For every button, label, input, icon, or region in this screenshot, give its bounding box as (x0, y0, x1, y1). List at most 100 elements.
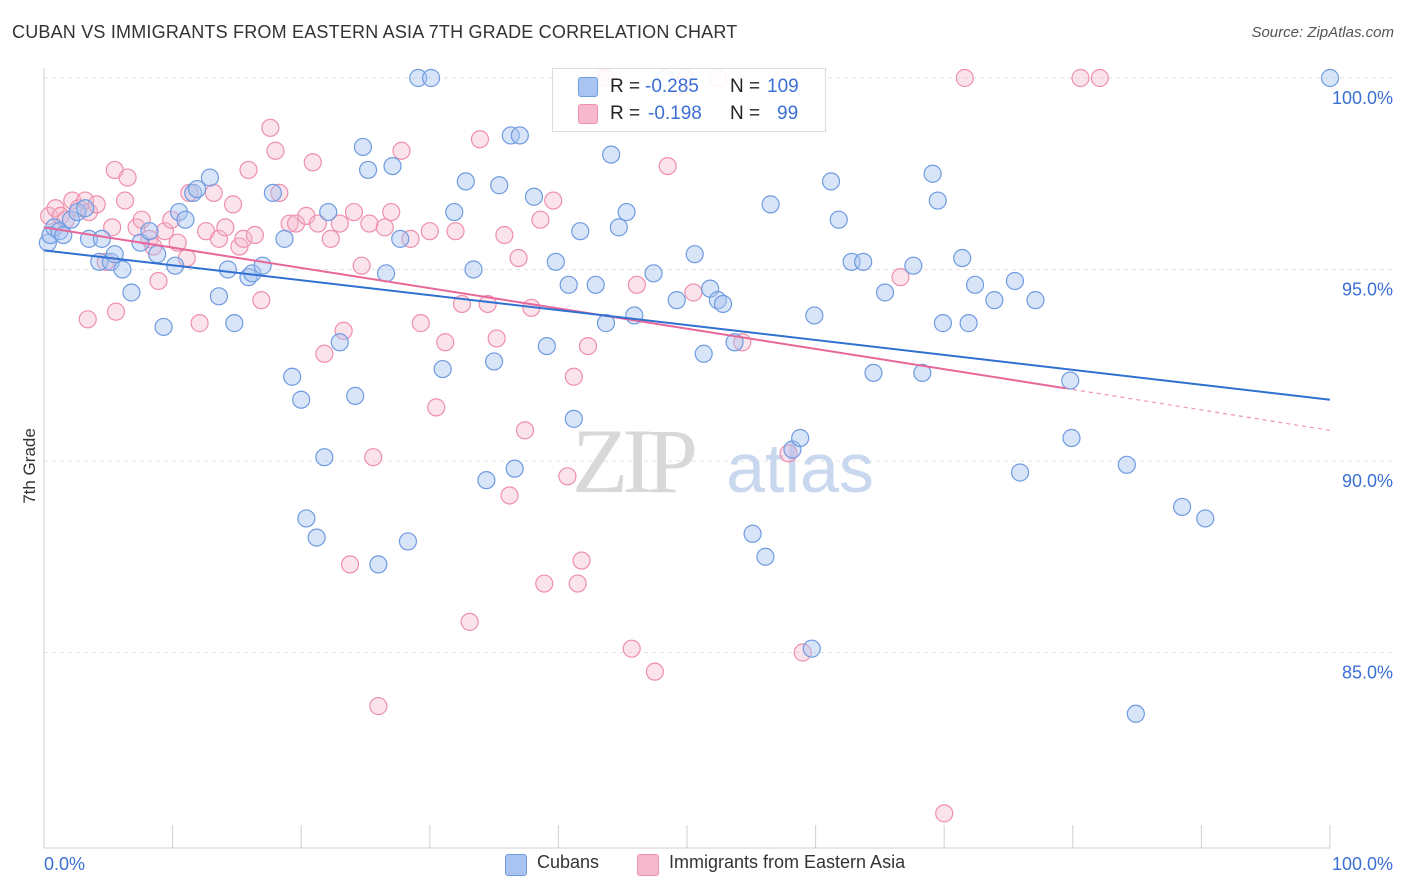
source-label: Source: ZipAtlas.com (1251, 24, 1394, 41)
cubans-point-39 (330, 333, 349, 352)
cubans-point-109 (1126, 704, 1145, 723)
cubans-point-76 (694, 344, 713, 363)
cubans-point-49 (421, 68, 441, 88)
cubans-point-112 (1320, 68, 1340, 88)
y-axis-label: 7th Grade (20, 428, 39, 504)
eastern-asia-point-84 (622, 639, 641, 658)
eastern-asia-point-53 (364, 448, 383, 467)
legend-r-label: R = (610, 103, 641, 124)
cubans-point-16 (148, 245, 167, 264)
cubans-point-25 (209, 287, 228, 306)
eastern-asia-point-39 (270, 183, 289, 202)
cubans-point-106 (1061, 371, 1080, 390)
cubans-point-96 (923, 164, 942, 183)
y-tick-label-2: 90.0% (1342, 471, 1393, 491)
eastern-asia-points (40, 68, 1109, 823)
cubans-point-98 (933, 314, 953, 333)
eastern-asia-point-30 (216, 218, 235, 237)
cubans-point-59 (510, 126, 529, 145)
cubans-point-43 (369, 555, 388, 574)
cubans-point-103 (1005, 271, 1025, 291)
eastern-asia-point-46 (321, 229, 340, 248)
legend-n-label: N = (730, 103, 761, 124)
eastern-asia-point-80 (572, 551, 591, 570)
cubans-point-75 (685, 245, 704, 264)
legend-n-value: 99 (777, 103, 799, 124)
eastern-asia-point-81 (578, 337, 598, 356)
cubans-point-72 (644, 264, 663, 283)
eastern-asia-point-77 (558, 467, 577, 486)
legend-r-value: -0.198 (648, 103, 702, 124)
watermark-atlas: atlas (726, 429, 874, 507)
eastern-asia-point-47 (330, 214, 349, 233)
cubans-points (38, 68, 1340, 723)
eastern-asia-point-67 (478, 294, 497, 314)
bottom-legend-label-eastern-asia: Immigrants from Eastern Asia (669, 852, 906, 872)
cubans-point-41 (353, 137, 373, 157)
cubans-point-70 (617, 202, 636, 222)
cubans-point-13 (122, 283, 141, 302)
legend-swatch-cubans (578, 77, 598, 97)
eastern-asia-point-45 (315, 344, 334, 363)
cubans-point-91 (854, 252, 873, 271)
legend-row-eastern-asia: R = -0.198 N = 99 (553, 101, 825, 127)
eastern-asia-point-11 (103, 218, 122, 237)
eastern-asia-point-36 (252, 291, 271, 310)
cubans-point-107 (1062, 428, 1081, 448)
cubans-point-36 (307, 528, 326, 547)
cubans-point-44 (376, 264, 396, 283)
cubans-point-92 (864, 363, 883, 383)
cubans-point-58 (505, 459, 524, 478)
eastern-asia-point-43 (303, 153, 322, 172)
eastern-asia-point-90 (684, 283, 703, 302)
eastern-asia-point-15 (118, 168, 137, 187)
eastern-asia-point-59 (411, 314, 430, 333)
cubans-point-105 (1026, 291, 1045, 310)
cubans-point-8 (76, 199, 95, 218)
eastern-asia-point-37 (261, 118, 280, 137)
cubans-point-61 (537, 337, 556, 356)
chart-title: CUBAN VS IMMIGRANTS FROM EASTERN ASIA 7T… (12, 22, 738, 42)
eastern-asia-point-98 (1071, 68, 1090, 88)
eastern-asia-point-49 (340, 555, 360, 574)
cubans-point-27 (225, 314, 244, 333)
cubans-point-111 (1196, 509, 1215, 528)
cubans-point-102 (985, 291, 1004, 310)
cubans-point-87 (805, 306, 824, 325)
eastern-asia-point-26 (190, 314, 209, 333)
cubans-point-74 (667, 291, 686, 310)
y-tick-label-3: 85.0% (1342, 663, 1393, 683)
eastern-asia-point-14 (115, 191, 135, 210)
cubans-point-63 (559, 275, 578, 294)
eastern-asia-point-70 (500, 486, 519, 505)
cubans-point-46 (391, 229, 410, 248)
eastern-asia-point-50 (344, 202, 364, 222)
cubans-point-45 (383, 156, 402, 176)
cubans-point-47 (398, 532, 418, 551)
eastern-asia-point-87 (658, 156, 677, 176)
cubans-point-68 (602, 145, 621, 164)
y-tick-label-1: 95.0% (1342, 280, 1393, 300)
cubans-point-55 (485, 352, 504, 371)
eastern-asia-point-62 (436, 333, 455, 352)
cubans-point-35 (297, 509, 316, 528)
eastern-asia-point-55 (375, 218, 394, 237)
legend-r-value: -0.285 (645, 76, 699, 97)
cubans-point-110 (1173, 497, 1192, 517)
eastern-asia-point-29 (209, 229, 228, 248)
x-tick-label-1: 100.0% (1332, 854, 1393, 874)
eastern-asia-point-75 (535, 574, 554, 593)
eastern-asia-point-9 (87, 195, 106, 214)
cubans-point-48 (409, 68, 428, 88)
bottom-legend-swatch-eastern-asia (637, 854, 659, 876)
cubans-point-81 (743, 524, 762, 543)
y-tick-label-0: 100.0% (1332, 88, 1393, 108)
eastern-asia-point-44 (308, 214, 328, 233)
cubans-point-17 (154, 317, 173, 337)
eastern-asia-point-22 (162, 210, 181, 229)
eastern-asia-point-56 (382, 202, 401, 222)
eastern-asia-point-72 (515, 421, 535, 440)
eastern-asia-point-85 (627, 275, 646, 294)
cubans-point-38 (319, 202, 338, 222)
